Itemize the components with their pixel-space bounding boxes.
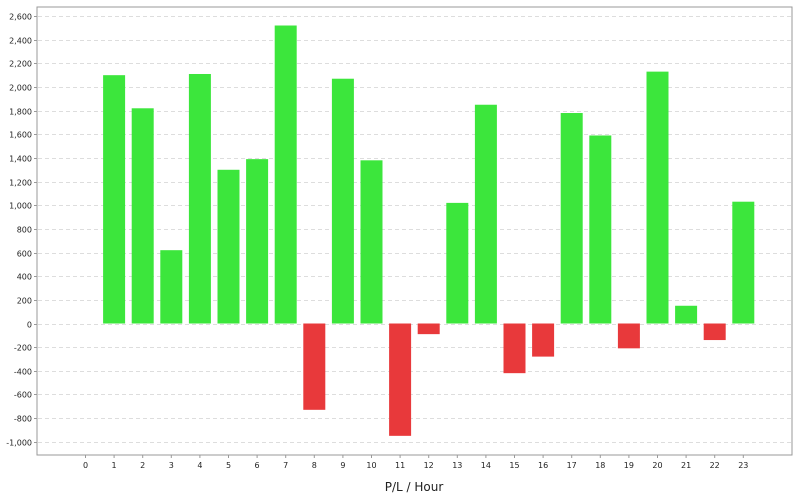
- bar-hour-3: [160, 250, 183, 324]
- bar-hour-5: [217, 169, 240, 324]
- bar-hour-14: [474, 104, 497, 324]
- bar-hour-15: [503, 323, 526, 374]
- x-tick-label: 16: [538, 461, 548, 470]
- x-tick-label: 9: [340, 461, 345, 470]
- y-tick-label: -400: [14, 368, 32, 377]
- x-tick-label: 3: [169, 461, 174, 470]
- y-tick-label: 2,000: [9, 84, 32, 93]
- bar-hour-21: [675, 305, 698, 324]
- y-tick-label: -600: [14, 391, 32, 400]
- bar-hour-8: [303, 323, 326, 410]
- y-tick-label: -800: [14, 415, 32, 424]
- x-tick-label: 19: [624, 461, 634, 470]
- y-tick-label: 800: [17, 226, 32, 235]
- bars: [103, 25, 755, 436]
- bar-hour-13: [446, 202, 469, 324]
- x-tick-label: 21: [681, 461, 691, 470]
- y-tick-label: 1,400: [9, 155, 32, 164]
- y-tick-label: 2,200: [9, 60, 32, 69]
- x-tick-label: 18: [595, 461, 605, 470]
- x-tick-label: 20: [652, 461, 662, 470]
- bar-hour-20: [646, 71, 669, 324]
- bar-hour-9: [331, 78, 354, 324]
- x-axis-ticks: 0 1 2 3 4 5 6 7 8 9 10 11 12 13 14 15 16 17 18 19 20 21 22 23: [83, 455, 748, 470]
- x-tick-label: 0: [83, 461, 88, 470]
- x-tick-label: 2: [140, 461, 145, 470]
- bar-hour-10: [360, 160, 383, 324]
- bar-hour-4: [188, 73, 211, 324]
- bar-hour-22: [703, 323, 726, 341]
- x-tick-label: 17: [567, 461, 577, 470]
- x-tick-label: 23: [738, 461, 748, 470]
- bar-hour-18: [589, 135, 612, 324]
- x-tick-label: 13: [452, 461, 462, 470]
- y-tick-label: 200: [17, 297, 32, 306]
- y-tick-label: -200: [14, 344, 32, 353]
- y-tick-label: -1,000: [6, 439, 32, 448]
- bar-hour-23: [732, 201, 755, 324]
- bar-hour-1: [103, 75, 126, 324]
- bar-hour-11: [389, 323, 412, 436]
- bar-hour-7: [274, 25, 297, 324]
- y-tick-label: 400: [17, 273, 32, 282]
- y-tick-label: 600: [17, 250, 32, 259]
- y-tick-label: 1,000: [9, 202, 32, 211]
- bar-hour-19: [617, 323, 640, 349]
- y-tick-label: 0: [27, 321, 32, 330]
- y-tick-label: 1,200: [9, 179, 32, 188]
- x-tick-label: 1: [112, 461, 117, 470]
- x-tick-label: 14: [481, 461, 491, 470]
- x-axis-title: P/L / Hour: [385, 480, 444, 494]
- y-tick-label: 1,600: [9, 131, 32, 140]
- bar-hour-16: [532, 323, 555, 357]
- x-tick-label: 8: [312, 461, 317, 470]
- y-axis-ticks: -1,000 -800 -600 -400 -200 0 200 400 600 800 1,000…: [6, 13, 37, 448]
- bar-hour-17: [560, 113, 583, 324]
- x-tick-label: 6: [255, 461, 260, 470]
- x-tick-label: 4: [197, 461, 202, 470]
- x-tick-label: 11: [395, 461, 405, 470]
- bar-hour-6: [246, 159, 269, 324]
- y-tick-label: 2,400: [9, 37, 32, 46]
- bar-hour-2: [131, 108, 154, 324]
- y-tick-label: 2,600: [9, 13, 32, 22]
- x-tick-label: 12: [424, 461, 434, 470]
- bar-hour-12: [417, 323, 440, 335]
- x-tick-label: 15: [509, 461, 519, 470]
- x-tick-label: 10: [366, 461, 376, 470]
- x-tick-label: 5: [226, 461, 231, 470]
- x-tick-label: 7: [283, 461, 288, 470]
- x-tick-label: 22: [710, 461, 720, 470]
- y-tick-label: 1,800: [9, 108, 32, 117]
